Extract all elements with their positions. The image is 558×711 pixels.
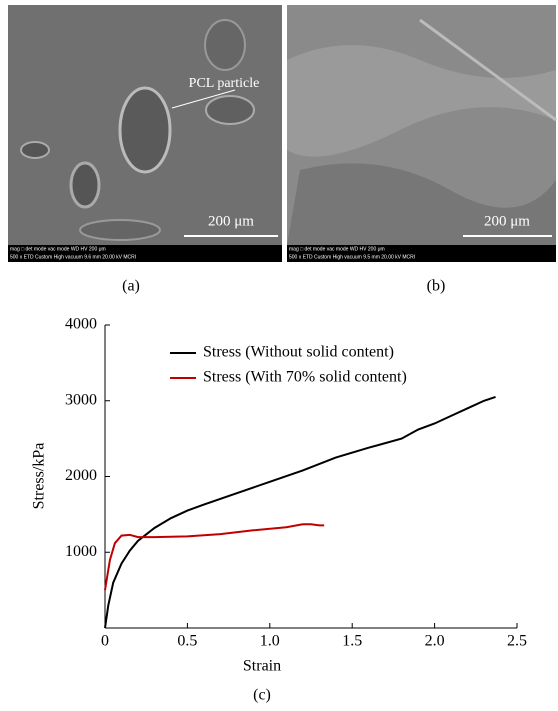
- info-bar: 500 x ETD Custom High vacuum 9.6 mm 20.0…: [10, 254, 136, 260]
- info-bar: 500 x ETD Custom High vacuum 9.5 mm 20.0…: [289, 254, 415, 260]
- caption: (a): [122, 278, 140, 295]
- legend-label: Stress (With 70% solid content): [203, 369, 407, 386]
- info-bar: mag □ det mode vac mode WD HV 200 μm: [10, 246, 106, 252]
- scale-label: 200 μm: [208, 213, 254, 229]
- scale-label: 200 μm: [484, 213, 530, 229]
- x-tick-label: 1.0: [260, 633, 280, 650]
- x-tick-label: 0.5: [177, 633, 197, 650]
- caption: (b): [427, 278, 446, 295]
- annotation: PCL particle: [189, 76, 260, 91]
- y-tick-label: 2000: [65, 467, 97, 484]
- y-tick-label: 4000: [65, 316, 97, 333]
- y-axis-label: Stress/kPa: [31, 443, 48, 510]
- x-tick-label: 2.0: [425, 633, 445, 650]
- x-tick-label: 2.5: [507, 633, 527, 650]
- line-series: [104, 396, 496, 629]
- sem-image-a: PCL particle 200 μm mag □ det mode vac m…: [8, 5, 282, 295]
- x-tick-label: 0: [101, 633, 109, 650]
- y-tick-label: 3000: [65, 391, 97, 408]
- legend-label: Stress (Without solid content): [203, 344, 394, 361]
- line-series: [104, 523, 325, 591]
- y-tick-label: 1000: [65, 543, 97, 560]
- x-tick-label: 1.5: [342, 633, 362, 650]
- x-axis-label: Strain: [243, 658, 281, 675]
- info-bar: mag □ det mode vac mode WD HV 200 μm: [289, 246, 385, 252]
- caption: (c): [253, 687, 271, 704]
- sem-image-b: 200 μm mag □ det mode vac mode WD HV 200…: [287, 5, 557, 295]
